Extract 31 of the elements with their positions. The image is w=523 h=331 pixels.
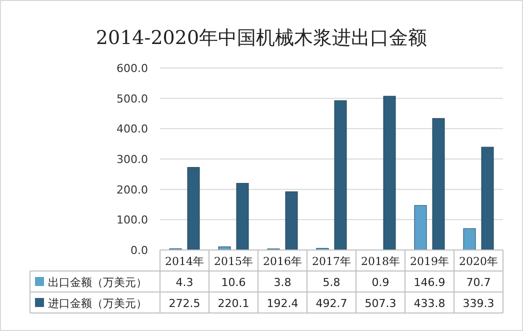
x-tick-label: 2016年 bbox=[263, 255, 302, 268]
x-tick-label: 2015年 bbox=[214, 255, 253, 268]
data-label: 10.6 bbox=[221, 276, 246, 289]
data-label: 272.5 bbox=[168, 297, 200, 310]
data-label: 220.1 bbox=[218, 297, 250, 310]
data-label: 5.8 bbox=[322, 276, 340, 289]
y-tick-label: 500.0 bbox=[116, 92, 148, 106]
y-tick-label: 300.0 bbox=[116, 153, 148, 166]
x-tick-label: 2018年 bbox=[361, 255, 400, 268]
data-label: 146.9 bbox=[414, 276, 446, 289]
y-tick-label: 100.0 bbox=[116, 214, 148, 227]
chart-title: 2014-2020年中国机械木浆进出口金额 bbox=[96, 27, 428, 49]
x-tick-label: 2019年 bbox=[410, 255, 449, 268]
legend-label: 出口金额（万美元） bbox=[48, 276, 147, 289]
y-tick-label: 400.0 bbox=[116, 122, 148, 136]
data-label: 433.8 bbox=[414, 297, 446, 310]
y-tick-label: 0.0 bbox=[130, 244, 148, 257]
data-label: 507.3 bbox=[364, 297, 396, 310]
x-tick-label: 2014年 bbox=[165, 255, 204, 268]
x-tick-label: 2020年 bbox=[459, 255, 498, 268]
x-tick-label: 2017年 bbox=[312, 255, 351, 268]
y-tick-label: 200.0 bbox=[116, 183, 148, 196]
data-label: 492.7 bbox=[316, 297, 348, 310]
data-label: 70.7 bbox=[466, 276, 491, 289]
data-label: 339.3 bbox=[462, 297, 494, 310]
data-label: 4.3 bbox=[176, 276, 194, 289]
data-label: 3.8 bbox=[274, 276, 292, 289]
y-tick-label: 600.0 bbox=[116, 62, 148, 75]
data-label: 0.9 bbox=[372, 276, 390, 289]
legend-label: 进口金额（万美元） bbox=[48, 297, 147, 310]
data-label: 192.4 bbox=[266, 297, 298, 310]
